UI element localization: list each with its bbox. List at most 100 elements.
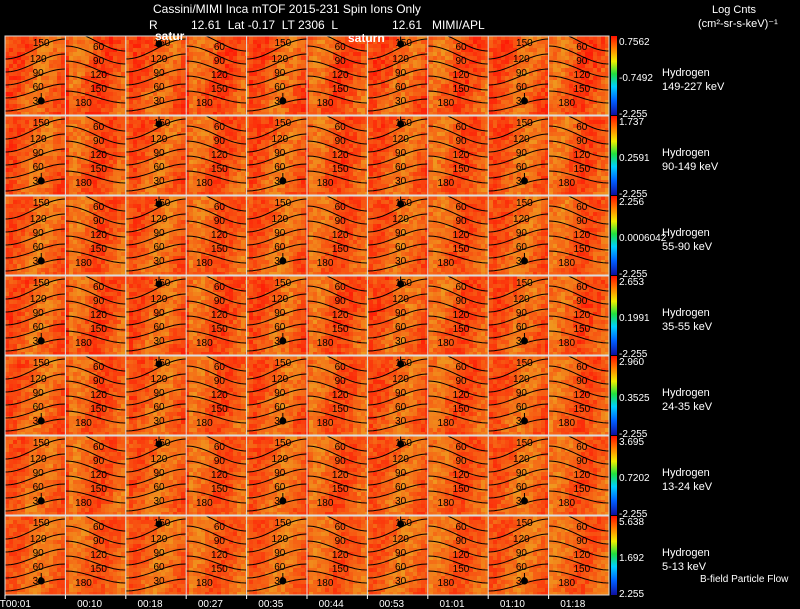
heatmap-cell [189,80,193,84]
heatmap-cell [241,40,245,44]
heatmap-cell [481,100,485,104]
contour-label: 150 [332,84,349,95]
heatmap-cell [533,44,537,48]
heatmap-cell [501,128,505,132]
contour-label: 30 [395,96,407,107]
heatmap-cell [421,68,425,72]
heatmap-cell [373,64,377,68]
heatmap-cell [421,120,425,124]
heatmap-cell [469,120,473,124]
heatmap-cell [193,64,197,68]
heatmap-cell [509,48,513,52]
heatmap-cell [257,92,261,96]
heatmap-cell [297,60,301,64]
heatmap-cell [533,88,537,92]
heatmap-cell [353,124,357,128]
heatmap-cell [569,68,573,72]
heatmap-cell [313,92,317,96]
heatmap-cell [413,64,417,68]
heatmap-cell [557,48,561,52]
contour-label: 60 [516,82,528,93]
heatmap-cell [249,52,253,56]
heatmap-cell [489,60,493,64]
heatmap-cell [285,92,289,96]
heatmap-cell [421,92,425,96]
heatmap-cell [353,68,357,72]
heatmap-cell [185,80,189,84]
heatmap-cell [601,96,605,100]
heatmap-cell [341,100,345,104]
heatmap-cell [429,64,433,68]
heatmap-cell [137,48,141,52]
heatmap-cell [233,40,237,44]
heatmap-cell [5,120,9,124]
heatmap-cell [437,56,441,60]
heatmap-cell [501,88,505,92]
heatmap-cell [145,40,149,44]
heatmap-cell [577,104,581,108]
heatmap-cell [57,124,61,128]
heatmap-cell [569,120,573,124]
heatmap-cell [477,64,481,68]
heatmap-cell [553,56,557,60]
heatmap-cell [141,72,145,76]
heatmap-cell [297,92,301,96]
heatmap-cell [377,128,381,132]
heatmap-cell [221,36,225,40]
heatmap-cell [233,76,237,80]
heatmap-cell [385,56,389,60]
heatmap-cell [301,92,305,96]
heatmap-cell [537,136,541,140]
heatmap-cell [77,132,81,136]
heatmap-cell [233,36,237,40]
heatmap-cell [557,84,561,88]
heatmap-cell [565,36,569,40]
heatmap-cell [469,92,473,96]
heatmap-cell [493,132,497,136]
heatmap-cell [53,124,57,128]
heatmap-cell [417,92,421,96]
contour-label: 60 [33,82,45,93]
heatmap-cell [593,40,597,44]
heatmap-cell [481,84,485,88]
heatmap-cell [569,44,573,48]
heatmap-cell [5,72,9,76]
heatmap-cell [429,92,433,96]
heatmap-cell [121,44,125,48]
heatmap-cell [193,80,197,84]
heatmap-cell [105,96,109,100]
heatmap-cell [45,76,49,80]
heatmap-cell [253,100,257,104]
heatmap-cell [197,120,201,124]
heatmap-cell [193,92,197,96]
heatmap-cell [17,116,21,120]
heatmap-cell [129,44,133,48]
heatmap-cell [413,128,417,132]
heatmap-cell [5,52,9,56]
heatmap-cell [117,72,121,76]
heatmap-cell [385,120,389,124]
heatmap-cell [357,68,361,72]
heatmap-cell [537,100,541,104]
heatmap-cell [117,56,121,60]
heatmap-cell [389,44,393,48]
heatmap-cell [241,120,245,124]
heatmap-cell [541,72,545,76]
heatmap-cell [301,72,305,76]
heatmap-cell [325,132,329,136]
heatmap-cell [53,76,57,80]
heatmap-cell [421,104,425,108]
heatmap-cell [81,84,85,88]
heatmap-cell [225,64,229,68]
heatmap-cell [145,136,149,140]
heatmap-cell [433,84,437,88]
heatmap-cell [489,80,493,84]
heatmap-cell [301,64,305,68]
heatmap-cell [141,36,145,40]
heatmap-cell [209,136,213,140]
contour-label: 150 [453,84,470,95]
heatmap-cell [501,116,505,120]
contour-label: 150 [211,84,228,95]
heatmap-cell [385,136,389,140]
heatmap-cell [181,80,185,84]
